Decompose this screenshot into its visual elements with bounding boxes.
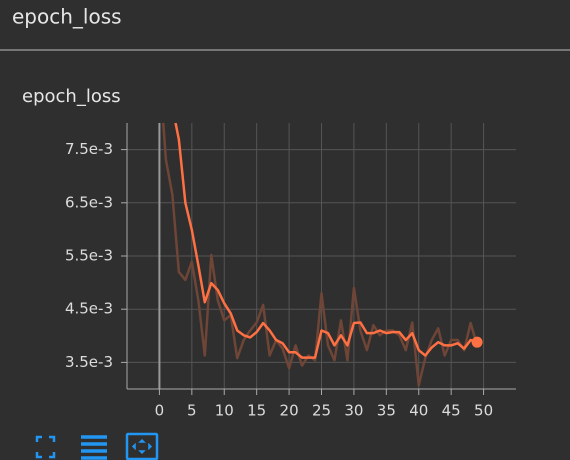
series-line (161, 123, 479, 387)
toolbar (35, 432, 159, 460)
y-tick-label: 5.5e-3 (65, 247, 113, 265)
fullscreen-button[interactable] (35, 435, 56, 459)
plot-area (161, 123, 483, 387)
log-scale-button[interactable] (81, 435, 107, 460)
y-tick-label: 4.5e-3 (65, 300, 113, 318)
y-tick-label: 6.5e-3 (65, 193, 113, 211)
last-point (471, 336, 483, 348)
x-tick-label: 25 (312, 402, 331, 420)
x-tick-label: 0 (155, 402, 165, 420)
series-line (174, 123, 478, 359)
x-tick-label: 10 (215, 402, 234, 420)
x-tick-label: 5 (187, 402, 197, 420)
x-tick-label: 30 (344, 402, 363, 420)
x-tick-label: 35 (377, 402, 396, 420)
y-tick-label: 7.5e-3 (65, 140, 113, 158)
grid (127, 123, 516, 389)
x-tick-label: 50 (474, 402, 493, 420)
x-tick-label: 40 (409, 402, 428, 420)
x-tick-label: 20 (280, 402, 299, 420)
fit-domain-button[interactable] (125, 432, 159, 460)
x-tick-label: 45 (442, 402, 461, 420)
card-title: epoch_loss (22, 86, 121, 107)
x-tick-label: 15 (247, 402, 266, 420)
axes: 3.5e-3 4.5e-3 5.5e-3 6.5e-3 7.5e-3 0 5 10 15 20 25… (65, 123, 516, 420)
header-title: epoch_loss (12, 5, 122, 29)
y-tick-label: 3.5e-3 (65, 353, 113, 371)
